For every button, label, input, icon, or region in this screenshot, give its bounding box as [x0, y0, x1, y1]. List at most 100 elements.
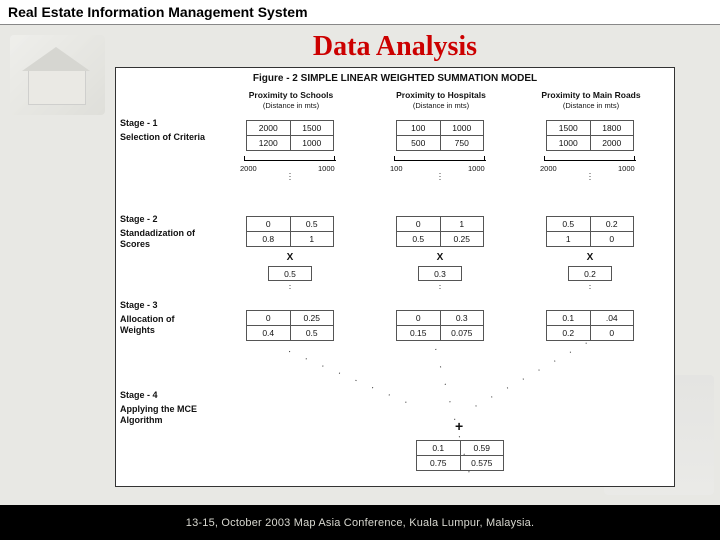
grid-cell: 0.8: [247, 232, 291, 247]
axis-max: 1000: [618, 164, 635, 173]
grid-cell: .04: [590, 311, 634, 326]
column-header: Proximity to Main Roads(Distance in mts): [516, 90, 666, 110]
plus-symbol: +: [455, 418, 463, 434]
grid-cell: 100: [397, 121, 441, 136]
grid-cell: 0.075: [440, 326, 484, 341]
grid-cell: 0.2: [590, 217, 634, 232]
grid-cell: 0.5: [290, 326, 334, 341]
grid-cell: 2000: [247, 121, 291, 136]
stage3-grid: 00.250.40.5: [246, 310, 334, 341]
header-bar: Real Estate Information Management Syste…: [0, 0, 720, 25]
flow-dots: · ·: [587, 284, 593, 290]
slide-title: Data Analysis: [110, 31, 680, 63]
axis-tick: [634, 156, 635, 160]
axis-tick: [484, 156, 485, 160]
grid-cell: 0.1: [417, 441, 461, 456]
flow-dots: · ·: [437, 284, 443, 290]
grid-cell: 1800: [590, 121, 634, 136]
stage-desc: Allocation of Weights: [120, 314, 208, 337]
grid-cell: 0: [247, 217, 291, 232]
figure-diagram: Figure - 2 SIMPLE LINEAR WEIGHTED SUMMAT…: [115, 67, 675, 487]
stage2-grid: 010.50.25: [396, 216, 484, 247]
grid-cell: 2000: [590, 136, 634, 151]
axis-min: 2000: [240, 164, 257, 173]
grid-cell: 0: [397, 217, 441, 232]
stage2-grid: 00.50.81: [246, 216, 334, 247]
header-title: Real Estate Information Management Syste…: [8, 4, 712, 20]
grid-cell: 1000: [440, 121, 484, 136]
converge-dots: · · · · · · · ·: [440, 346, 461, 420]
column-head-text: Proximity to Schools: [249, 90, 334, 100]
stage-desc: Standadization of Scores: [120, 228, 208, 251]
stage-name: Stage - 3: [120, 300, 208, 311]
grid-cell: 0: [590, 326, 634, 341]
grid-cell: 0.25: [440, 232, 484, 247]
weight-cell: 0.2: [568, 266, 612, 281]
stage-name: Stage - 1: [120, 118, 208, 129]
axis-line: [394, 160, 486, 161]
grid-cell: 0.1: [547, 311, 591, 326]
multiply-symbol: X: [284, 252, 296, 263]
grid-cell: 750: [440, 136, 484, 151]
axis-max: 1000: [468, 164, 485, 173]
grid-cell: 1200: [247, 136, 291, 151]
grid-cell: 0: [590, 232, 634, 247]
axis-min: 2000: [540, 164, 557, 173]
axis-tick: [334, 156, 335, 160]
grid-cell: 0: [397, 311, 441, 326]
stage1-grid: 2000150012001000: [246, 120, 334, 151]
axis-tick: [244, 156, 245, 160]
axis-tick: [544, 156, 545, 160]
slide-body: Data Analysis Figure - 2 SIMPLE LINEAR W…: [0, 25, 720, 505]
stage-desc: Selection of Criteria: [120, 132, 208, 143]
grid-cell: 0.4: [247, 326, 291, 341]
column-head-text: Proximity to Hospitals: [396, 90, 486, 100]
grid-cell: 1500: [547, 121, 591, 136]
grid-cell: 0.25: [290, 311, 334, 326]
column-head-sub: (Distance in mts): [263, 101, 319, 110]
converge-dots: · · · · · · · ·: [460, 346, 590, 421]
grid-cell: 0.575: [460, 456, 504, 471]
column-head-sub: (Distance in mts): [413, 101, 469, 110]
multiply-symbol: X: [584, 252, 596, 263]
stage3-grid: 00.30.150.075: [396, 310, 484, 341]
axis-line: [244, 160, 336, 161]
weight-cell: 0.5: [268, 266, 312, 281]
axis-tick: [394, 156, 395, 160]
flow-dots: · · ·: [287, 172, 293, 181]
grid-cell: 1: [290, 232, 334, 247]
stage-name: Stage - 2: [120, 214, 208, 225]
grid-cell: 0.75: [417, 456, 461, 471]
axis-min: 100: [390, 164, 403, 173]
footer-text: 13-15, October 2003 Map Asia Conference,…: [186, 517, 535, 529]
axis-line: [544, 160, 636, 161]
footer-bar: 13-15, October 2003 Map Asia Conference,…: [0, 506, 720, 540]
grid-cell: 1500: [290, 121, 334, 136]
stage1-grid: 1001000500750: [396, 120, 484, 151]
grid-cell: 500: [397, 136, 441, 151]
figure-title: Figure - 2 SIMPLE LINEAR WEIGHTED SUMMAT…: [124, 73, 666, 84]
column-header: Proximity to Schools(Distance in mts): [216, 90, 366, 110]
stage-desc: Applying the MCE Algorithm: [120, 404, 208, 427]
stage3-grid: 0.1.040.20: [546, 310, 634, 341]
flow-dots: · · ·: [437, 172, 443, 181]
flow-dots: · · ·: [587, 172, 593, 181]
house-decoration-image: [10, 35, 105, 115]
grid-cell: 0.5: [547, 217, 591, 232]
grid-cell: 0.15: [397, 326, 441, 341]
column-header: Proximity to Hospitals(Distance in mts): [366, 90, 516, 110]
grid-cell: 0.5: [397, 232, 441, 247]
stage1-grid: 1500180010002000: [546, 120, 634, 151]
grid-cell: 0.3: [440, 311, 484, 326]
grid-cell: 1000: [290, 136, 334, 151]
axis-max: 1000: [318, 164, 335, 173]
grid-cell: 1: [440, 217, 484, 232]
weight-cell: 0.3: [418, 266, 462, 281]
grid-cell: 1000: [547, 136, 591, 151]
column-head-sub: (Distance in mts): [563, 101, 619, 110]
grid-cell: 1: [547, 232, 591, 247]
grid-cell: 0.5: [290, 217, 334, 232]
stage2-grid: 0.50.210: [546, 216, 634, 247]
grid-cell: 0.59: [460, 441, 504, 456]
grid-cell: 0: [247, 311, 291, 326]
